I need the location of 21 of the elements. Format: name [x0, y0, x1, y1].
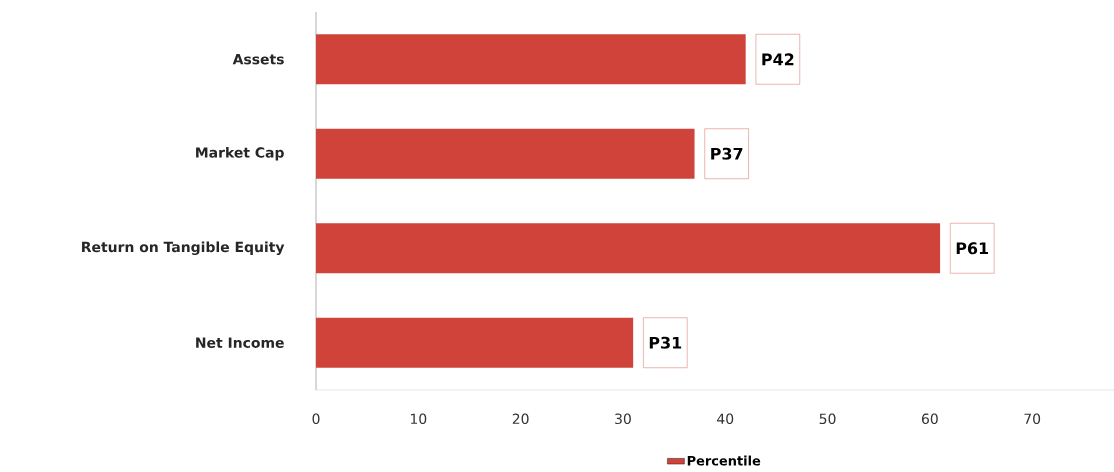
data-label: P37: [711, 147, 743, 160]
bar: [316, 223, 941, 274]
data-label: P31: [649, 336, 682, 349]
y-tick-label: Market Cap: [196, 147, 284, 161]
y-tick-label: Net Income: [196, 337, 284, 348]
bar: [316, 128, 695, 179]
bar: [316, 34, 746, 85]
x-tick-label: 10: [410, 413, 427, 425]
bar: [316, 317, 634, 368]
x-tick-label: 0: [312, 413, 320, 425]
x-tick-label: 70: [1024, 413, 1041, 425]
x-tick-label: 30: [615, 413, 631, 425]
data-label: P61: [956, 242, 989, 255]
x-tick-label: 60: [921, 413, 938, 425]
x-tick-label: 40: [717, 413, 734, 425]
legend-label: Percentile: [687, 455, 761, 466]
x-tick-label: 50: [819, 413, 836, 425]
y-tick-label: Return on Tangible Equity: [82, 241, 285, 256]
y-tick-label: Assets: [232, 54, 284, 65]
data-label: P42: [762, 53, 794, 66]
x-tick-label: 20: [512, 413, 529, 425]
